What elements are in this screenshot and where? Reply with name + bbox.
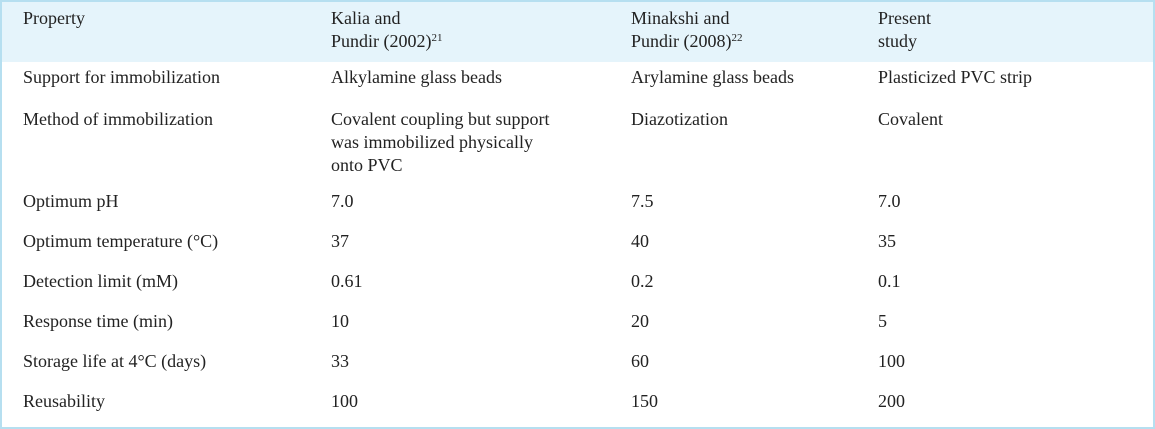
header-cell: Property bbox=[2, 2, 331, 62]
table-cell: Detection limit (mM) bbox=[2, 266, 331, 306]
header-cell: Kalia and Pundir (2002)21 bbox=[331, 2, 631, 62]
table-cell: 35 bbox=[878, 226, 1153, 266]
header-cell: Present study bbox=[878, 2, 1153, 62]
table-row: Optimum pH 7.0 7.5 7.0 bbox=[2, 186, 1153, 226]
table-row: Reusability 100 150 200 bbox=[2, 386, 1153, 426]
cell-text: 20 bbox=[631, 311, 649, 331]
cell-text: 0.2 bbox=[631, 271, 654, 291]
cell-text: onto PVC bbox=[331, 155, 403, 175]
table-cell: Optimum pH bbox=[2, 186, 331, 226]
table-row: Detection limit (mM) 0.61 0.2 0.1 bbox=[2, 266, 1153, 306]
cell-text: 200 bbox=[878, 391, 905, 411]
cell-text: Pundir (2002) bbox=[331, 31, 432, 51]
cell-text: Kalia and bbox=[331, 8, 401, 28]
cell-text: Support for immobilization bbox=[23, 67, 220, 87]
cell-text: was immobilized physically bbox=[331, 132, 533, 152]
table-cell: Method of immobilization bbox=[2, 104, 331, 186]
cell-text: Covalent coupling but support bbox=[331, 109, 550, 129]
cell-text: 100 bbox=[331, 391, 358, 411]
cell-text: Detection limit (mM) bbox=[23, 271, 178, 291]
cell-text: 7.0 bbox=[331, 191, 354, 211]
table-cell: 10 bbox=[331, 306, 631, 346]
cell-text: 35 bbox=[878, 231, 896, 251]
table-body: Support for immobilization Alkylamine gla… bbox=[2, 62, 1153, 426]
table-cell: 7.0 bbox=[878, 186, 1153, 226]
table-cell: 33 bbox=[331, 346, 631, 386]
cell-text: 0.1 bbox=[878, 271, 901, 291]
table-cell: 100 bbox=[878, 346, 1153, 386]
table-cell: Covalent coupling but support was immobil… bbox=[331, 104, 631, 186]
table-row: Method of immobilization Covalent couplin… bbox=[2, 104, 1153, 186]
cell-text: Arylamine glass beads bbox=[631, 67, 794, 87]
cell-text: Plasticized PVC strip bbox=[878, 67, 1032, 87]
table-row: Response time (min) 10 20 5 bbox=[2, 306, 1153, 346]
cell-text: Pundir (2008) bbox=[631, 31, 732, 51]
table-cell: 37 bbox=[331, 226, 631, 266]
table-cell: Reusability bbox=[2, 386, 331, 426]
cell-text: 150 bbox=[631, 391, 658, 411]
cell-text: Present bbox=[878, 8, 931, 28]
table-cell: Alkylamine glass beads bbox=[331, 62, 631, 104]
table-cell: 7.5 bbox=[631, 186, 878, 226]
table-row: Storage life at 4°C (days) 33 60 100 bbox=[2, 346, 1153, 386]
header-cell: Minakshi and Pundir (2008)22 bbox=[631, 2, 878, 62]
cell-text: Optimum pH bbox=[23, 191, 119, 211]
table-cell: Optimum temperature (°C) bbox=[2, 226, 331, 266]
table-cell: 7.0 bbox=[331, 186, 631, 226]
table-row: Optimum temperature (°C) 37 40 35 bbox=[2, 226, 1153, 266]
cell-text: Storage life at 4°C (days) bbox=[23, 351, 207, 371]
cell-text: 5 bbox=[878, 311, 887, 331]
table-cell: Storage life at 4°C (days) bbox=[2, 346, 331, 386]
table-cell: 100 bbox=[331, 386, 631, 426]
cell-text: 0.61 bbox=[331, 271, 363, 291]
table-cell: Support for immobilization bbox=[2, 62, 331, 104]
table-cell: 150 bbox=[631, 386, 878, 426]
cell-text: Method of immobilization bbox=[23, 109, 213, 129]
cell-text: 60 bbox=[631, 351, 649, 371]
cell-text: Reusability bbox=[23, 391, 105, 411]
cell-text: 7.0 bbox=[878, 191, 901, 211]
cell-text: 37 bbox=[331, 231, 349, 251]
table-cell: 5 bbox=[878, 306, 1153, 346]
header-row: Property Kalia and Pundir (2002)21 Minakshi… bbox=[2, 2, 1153, 62]
table-cell: 0.2 bbox=[631, 266, 878, 306]
table-cell: 0.61 bbox=[331, 266, 631, 306]
cell-text: Covalent bbox=[878, 109, 943, 129]
table-cell: Plasticized PVC strip bbox=[878, 62, 1153, 104]
table-cell: 20 bbox=[631, 306, 878, 346]
table-cell: 200 bbox=[878, 386, 1153, 426]
cell-text: Response time (min) bbox=[23, 311, 173, 331]
cell-text: study bbox=[878, 31, 918, 51]
cell-text: Optimum temperature (°C) bbox=[23, 231, 219, 251]
cell-text: 10 bbox=[331, 311, 349, 331]
table-row: Support for immobilization Alkylamine gla… bbox=[2, 62, 1153, 104]
cell-text: Alkylamine glass beads bbox=[331, 67, 502, 87]
table-cell: Response time (min) bbox=[2, 306, 331, 346]
reference: 21 bbox=[431, 32, 443, 44]
table-cell: 40 bbox=[631, 226, 878, 266]
table-cell: Arylamine glass beads bbox=[631, 62, 878, 104]
table-cell: Covalent bbox=[878, 104, 1153, 186]
reference: 22 bbox=[731, 32, 743, 44]
cell-text: Property bbox=[23, 8, 85, 28]
table-header: Property Kalia and Pundir (2002)21 Minakshi… bbox=[2, 2, 1153, 62]
table-cell: 60 bbox=[631, 346, 878, 386]
table-cell: 0.1 bbox=[878, 266, 1153, 306]
table-cell: Diazotization bbox=[631, 104, 878, 186]
cell-text: 100 bbox=[878, 351, 905, 371]
cell-text: 7.5 bbox=[631, 191, 654, 211]
cell-text: 40 bbox=[631, 231, 649, 251]
cell-text: 33 bbox=[331, 351, 349, 371]
cell-text: Diazotization bbox=[631, 109, 728, 129]
cell-text: Minakshi and bbox=[631, 8, 730, 28]
